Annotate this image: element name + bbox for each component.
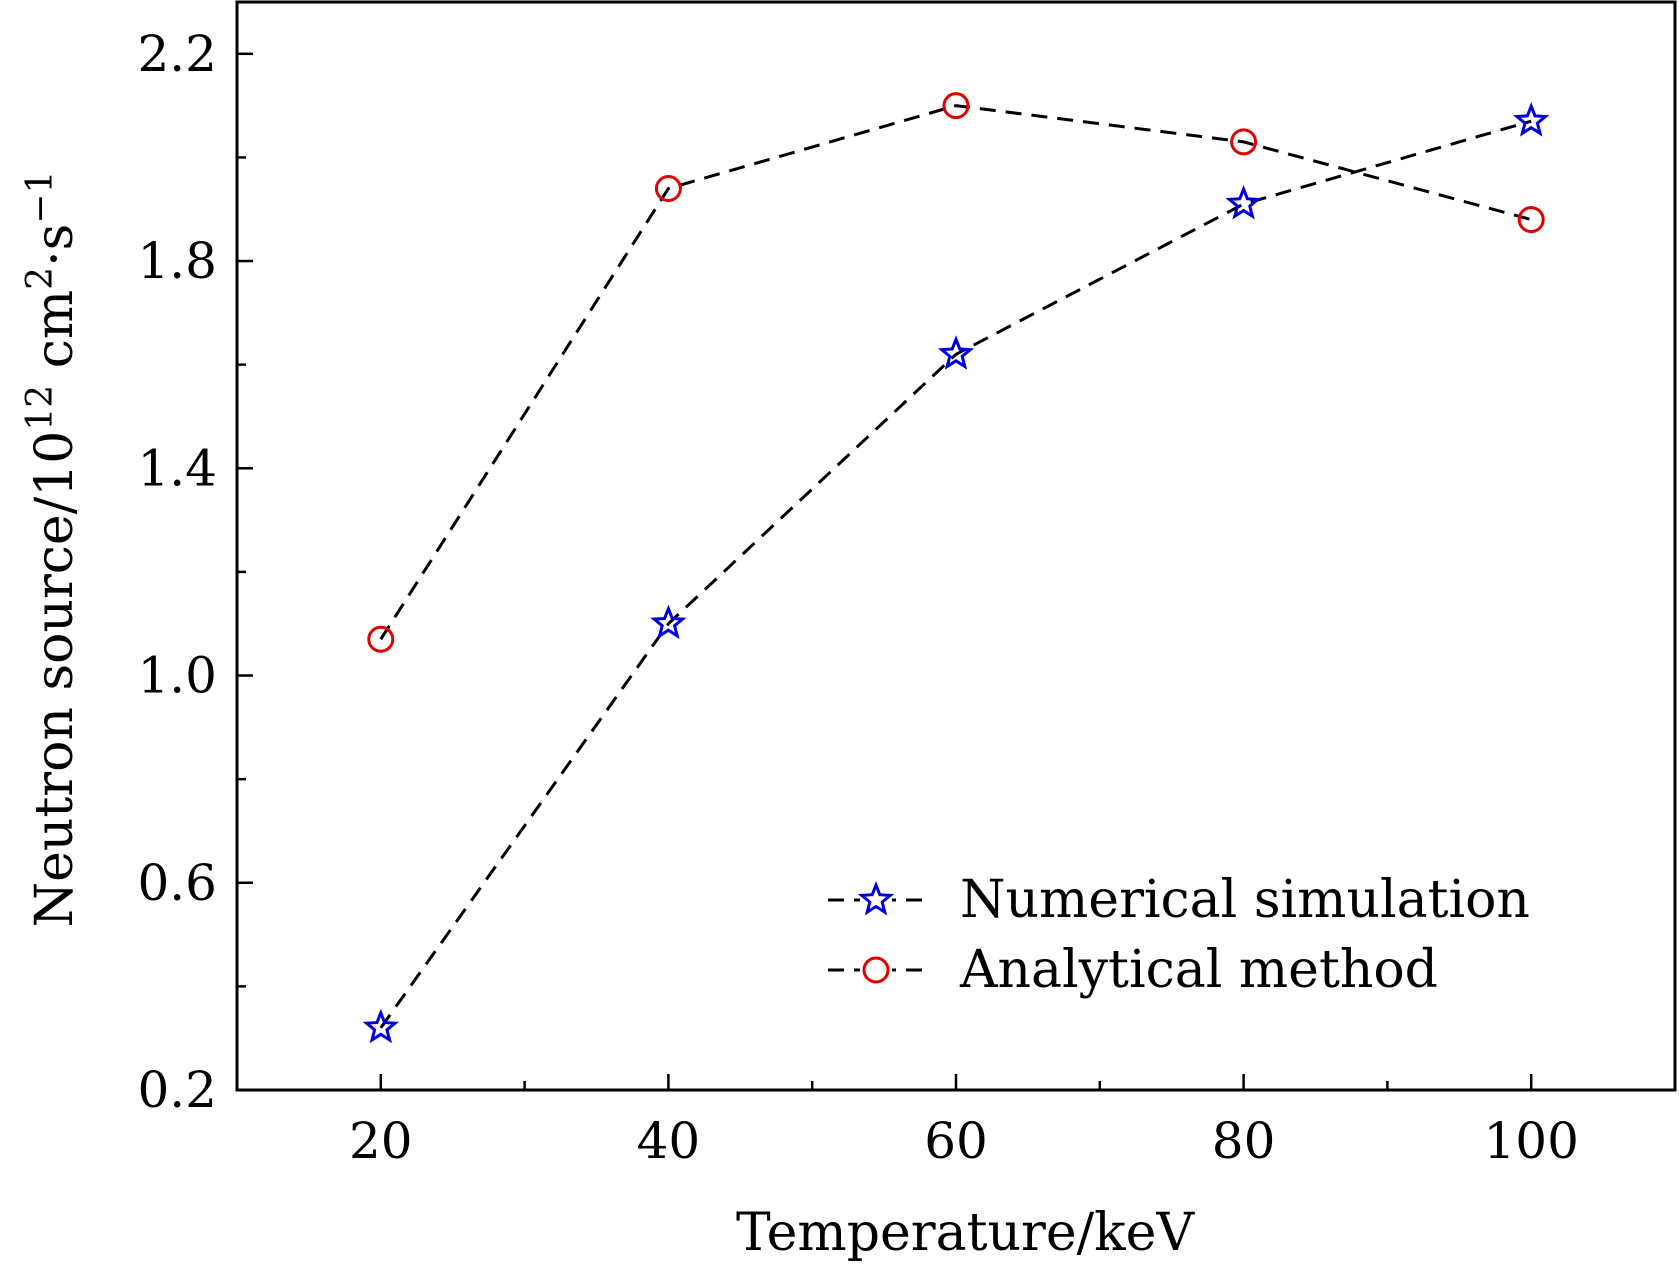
data-point-numerical-simulation [937, 335, 975, 370]
y-axis-title-mid: cm [25, 290, 85, 385]
data-point-analytical-method [1517, 206, 1545, 234]
data-point-analytical-method [654, 175, 682, 203]
x-tick-label: 80 [1212, 1112, 1276, 1170]
data-point-analytical-method [942, 92, 970, 120]
legend-marker-numerical-simulation [857, 880, 895, 916]
y-tick-label: 0.6 [137, 854, 217, 912]
y-axis-title-exp3: −1 [20, 171, 61, 224]
series-line-analytical-method [379, 104, 1532, 641]
data-point-numerical-simulation [362, 1008, 399, 1044]
legend: Numerical simulation Analytical method [828, 870, 1530, 1000]
y-axis-title-exp1: 12 [20, 385, 61, 431]
legend-label-numerical-simulation: Numerical simulation [960, 870, 1530, 930]
y-tick-label: 1.0 [137, 647, 217, 705]
y-axis-title-dot: ·s [25, 224, 85, 267]
x-tick-label: 40 [637, 1112, 701, 1170]
y-tick-label: 0.2 [137, 1061, 217, 1119]
x-axis-title: Temperature/keV [736, 1203, 1195, 1263]
legend-marker-analytical-method [862, 956, 890, 984]
data-point-numerical-simulation [1225, 184, 1262, 220]
data-point-analytical-method [367, 625, 395, 653]
axes: 0.2 0.6 1.0 1.4 1.8 2.2 20 40 60 80 100 [137, 0, 1677, 1170]
y-axis-title-exp2: 2 [20, 267, 61, 290]
legend-label-analytical-method: Analytical method [959, 940, 1438, 1000]
x-tick-label: 20 [349, 1112, 413, 1170]
y-tick-label: 2.2 [137, 25, 217, 83]
series-layer [362, 92, 1550, 1044]
series-line-numerical-simulation [379, 119, 1532, 1029]
y-tick-label: 1.8 [137, 232, 217, 290]
y-tick-label: 1.4 [137, 439, 217, 497]
data-point-numerical-simulation [650, 604, 687, 640]
data-point-numerical-simulation [1513, 102, 1550, 137]
x-tick-label: 100 [1483, 1112, 1578, 1170]
y-axis-title-base: Neutron source/10 [25, 431, 85, 928]
x-tick-label: 60 [924, 1112, 988, 1170]
y-axis-title: Neutron source/1012 cm2·s−1 [20, 171, 85, 928]
data-point-analytical-method [1230, 128, 1258, 156]
